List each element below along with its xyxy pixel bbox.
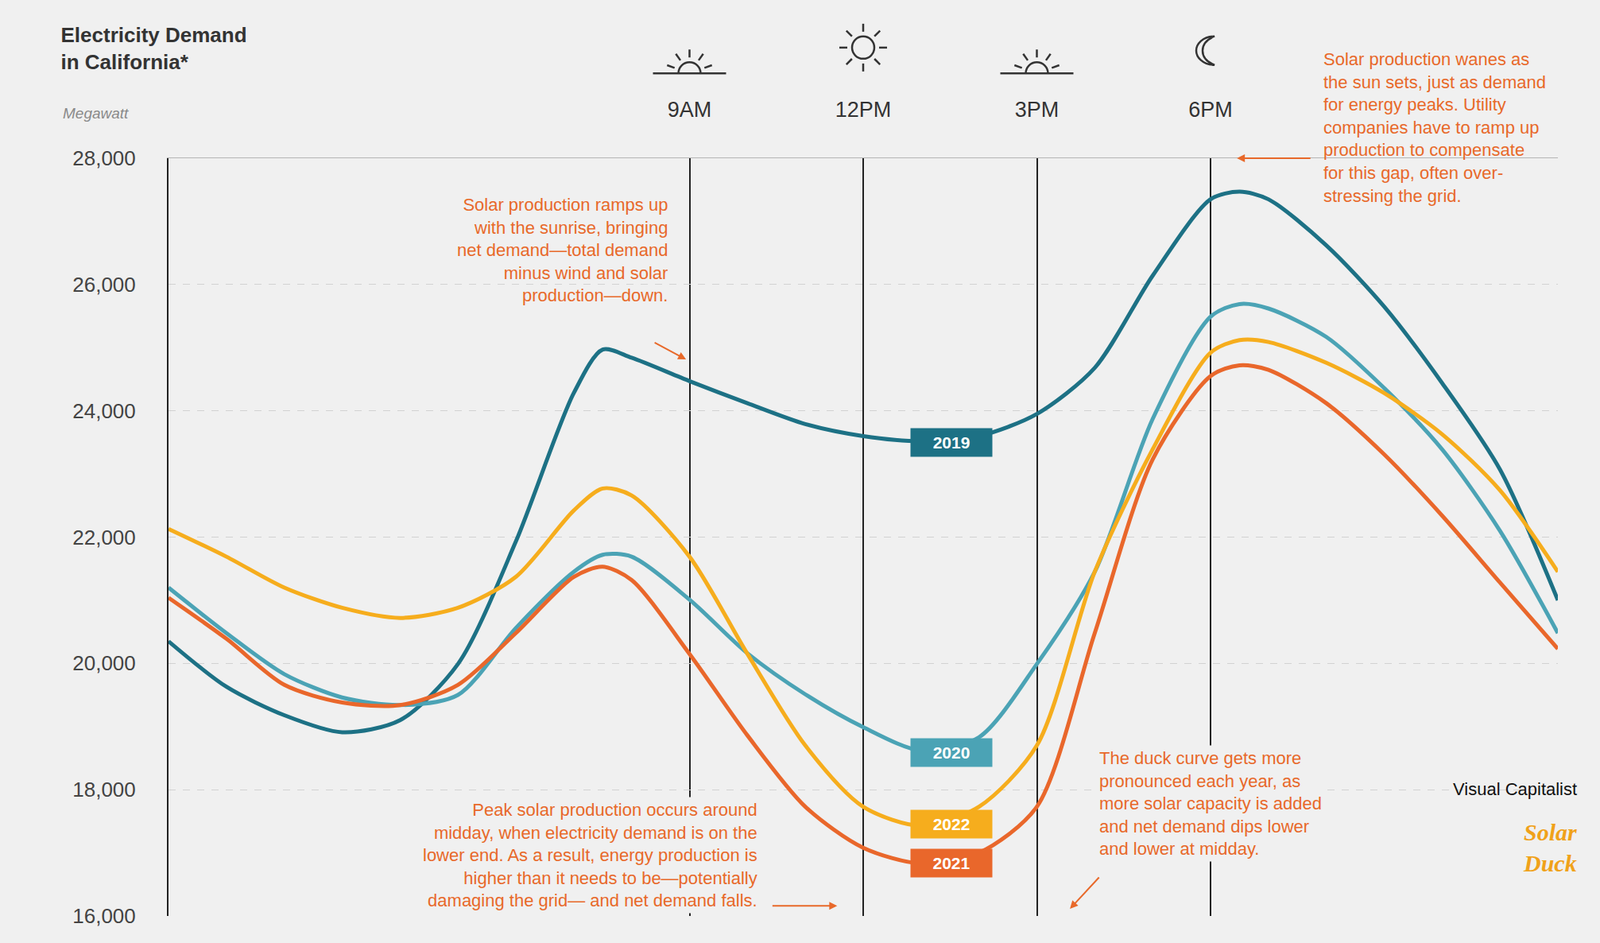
svg-text:9AM: 9AM — [667, 97, 713, 122]
svg-text:28,000: 28,000 — [72, 146, 136, 171]
svg-text:6PM: 6PM — [1188, 97, 1233, 122]
svg-text:2020: 2020 — [933, 743, 971, 762]
svg-text:2021: 2021 — [932, 853, 970, 872]
svg-text:Solar production wanes asthe s: Solar production wanes asthe sun sets, j… — [1323, 49, 1546, 206]
svg-text:24,000: 24,000 — [72, 399, 136, 423]
svg-text:Solar production ramps upwith: Solar production ramps upwith the sunris… — [457, 194, 668, 306]
svg-text:2019: 2019 — [933, 433, 971, 452]
svg-text:The duck curve gets morepronou: The duck curve gets morepronounced each … — [1099, 747, 1322, 859]
svg-text:Electricity Demandin Californi: Electricity Demandin California* — [60, 23, 247, 74]
svg-text:Peak solar production occurs a: Peak solar production occurs aroundmidda… — [422, 799, 758, 911]
svg-text:Megawatt: Megawatt — [62, 104, 129, 122]
svg-text:3PM: 3PM — [1015, 97, 1060, 122]
svg-text:20,000: 20,000 — [72, 650, 136, 675]
svg-text:12PM: 12PM — [835, 97, 892, 122]
svg-text:22,000: 22,000 — [72, 525, 136, 550]
svg-text:18,000: 18,000 — [72, 777, 136, 802]
svg-text:26,000: 26,000 — [72, 272, 136, 297]
svg-text:16,000: 16,000 — [72, 903, 136, 928]
svg-text:Visual Capitalist: Visual Capitalist — [1452, 778, 1577, 799]
svg-text:SolarDuck: SolarDuck — [1522, 818, 1577, 876]
svg-text:2022: 2022 — [933, 814, 971, 833]
